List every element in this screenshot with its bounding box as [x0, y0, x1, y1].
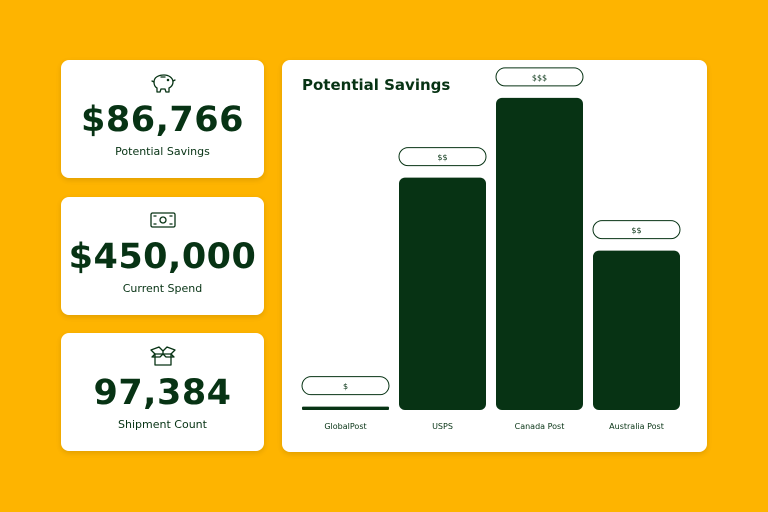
- shipment-count-value: 97,384: [93, 373, 232, 413]
- category-label: Australia Post: [609, 422, 664, 431]
- bar-usps: [399, 177, 486, 410]
- cash-icon: [149, 212, 176, 228]
- bar-canada-post: [496, 97, 583, 411]
- price-pill: [592, 220, 681, 240]
- price-pill: [398, 147, 487, 167]
- category-label: GlobalPost: [324, 422, 366, 431]
- box-icon: [149, 346, 176, 366]
- bar-australia-post: [593, 250, 680, 410]
- price-label: $$$: [532, 73, 547, 82]
- price-pill: [301, 376, 390, 396]
- piggy-bank-icon: [150, 74, 176, 93]
- current-spend-value: $450,000: [68, 237, 257, 277]
- chart-title: Potential Savings: [302, 76, 451, 94]
- price-label: $$: [631, 226, 641, 235]
- potential-savings-value: $86,766: [81, 100, 244, 140]
- bar-chart: $ GlobalPost $$ USPS $$$ Canada Post $$ Austral…: [301, 67, 681, 431]
- potential-savings-label: Potential Savings: [115, 145, 210, 158]
- bar-globalpost: [302, 406, 389, 410]
- current-spend-label: Current Spend: [122, 282, 203, 295]
- current-spend-card: $450,000 Current Spend: [61, 197, 264, 315]
- category-label: USPS: [432, 422, 453, 431]
- shipment-count-label: Shipment Count: [118, 418, 207, 431]
- price-pill: [495, 67, 584, 87]
- potential-savings-chart-card: Potential Savings $ GlobalPost $$ USPS $$$ Ca…: [282, 60, 707, 452]
- potential-savings-card: $86,766 Potential Savings: [61, 60, 264, 178]
- shipment-count-card: 97,384 Shipment Count: [61, 333, 264, 451]
- price-label: $$: [437, 153, 447, 162]
- category-label: Canada Post: [515, 422, 565, 431]
- price-label: $: [343, 382, 348, 391]
